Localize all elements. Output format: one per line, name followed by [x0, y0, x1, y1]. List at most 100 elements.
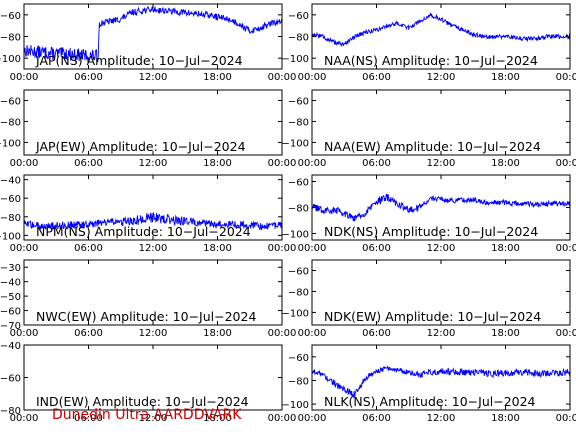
- y-tick-label: −80: [288, 287, 309, 298]
- x-tick-label: 12:00: [427, 158, 456, 169]
- x-tick-label: 12:00: [427, 243, 456, 254]
- x-tick-label: 12:00: [139, 413, 168, 424]
- y-tick-label: −80: [288, 204, 309, 215]
- x-tick-label: 00:00: [298, 72, 327, 83]
- y-tick-label: −80: [0, 33, 21, 44]
- y-tick-label: −60: [288, 266, 309, 277]
- x-tick-label: 12:00: [427, 413, 456, 424]
- x-tick-label: 06:00: [74, 328, 103, 339]
- y-tick-label: −100: [282, 308, 309, 319]
- y-tick-label: −30: [0, 263, 21, 274]
- x-tick-label: 18:00: [203, 158, 232, 169]
- x-tick-label: 00:00: [298, 243, 327, 254]
- y-tick-label: −100: [0, 54, 21, 65]
- x-tick-label: 06:00: [74, 243, 103, 254]
- panel-7: −100 −80 −60 00:00 06:00 12:00 18:00 00:00 NDK(E…: [282, 259, 576, 339]
- x-tick-label: 06:00: [74, 72, 103, 83]
- panel-2: −100 −80 −60 00:00 06:00 12:00 18:00 00:00 JAP(E…: [0, 89, 297, 169]
- y-tick-label: −80: [0, 406, 21, 417]
- panel-title: NWC(EW) Amplitude: 10−Jul−2024: [36, 309, 256, 324]
- y-tick-label: −60: [288, 353, 309, 364]
- x-tick-label: 12:00: [427, 328, 456, 339]
- panel-9: −100 −80 −60 00:00 06:00 12:00 18:00 00:00 NLK(N…: [282, 344, 576, 424]
- x-tick-label: 12:00: [139, 243, 168, 254]
- y-tick-label: −60: [0, 11, 21, 22]
- panel-title: NAA(NS) Amplitude: 10−Jul−2024: [324, 53, 538, 68]
- series-line: [23, 5, 283, 63]
- y-tick-label: −100: [0, 231, 21, 242]
- panel-5: −100 −80 −60 00:00 06:00 12:00 18:00 00:00 NDK(N…: [282, 174, 576, 254]
- x-tick-label: 00:00: [298, 158, 327, 169]
- series-line: [311, 365, 571, 400]
- panel-title: NDK(NS) Amplitude: 10−Jul−2024: [324, 224, 538, 239]
- panel-title: NAA(EW) Amplitude: 10−Jul−2024: [324, 139, 541, 154]
- y-tick-label: −60: [0, 194, 21, 205]
- y-tick-label: −80: [0, 213, 21, 224]
- panel-3: −100 −80 −60 00:00 06:00 12:00 18:00 00:00 NAA(E…: [282, 89, 576, 169]
- y-tick-label: −100: [282, 400, 309, 411]
- y-tick-label: −50: [0, 292, 21, 303]
- x-tick-label: 00:00: [268, 328, 297, 339]
- x-tick-label: 00:00: [298, 413, 327, 424]
- x-tick-label: 12:00: [139, 328, 168, 339]
- x-tick-label: 00:00: [268, 72, 297, 83]
- y-tick-label: −100: [282, 54, 309, 65]
- x-tick-label: 18:00: [203, 413, 232, 424]
- x-tick-label: 00:00: [556, 413, 576, 424]
- x-tick-label: 18:00: [203, 243, 232, 254]
- panel-title: JAP(NS) Amplitude: 10−Jul−2024: [35, 53, 243, 68]
- x-tick-label: 00:00: [556, 243, 576, 254]
- panel-title: NLK(NS) Amplitude: 10−Jul−2024: [324, 394, 536, 409]
- x-tick-label: 06:00: [362, 243, 391, 254]
- x-tick-label: 00:00: [10, 328, 39, 339]
- x-tick-label: 18:00: [491, 328, 520, 339]
- x-tick-label: 06:00: [74, 158, 103, 169]
- y-tick-label: −40: [0, 176, 21, 187]
- y-tick-label: −70: [0, 321, 21, 332]
- x-tick-label: 18:00: [491, 243, 520, 254]
- y-tick-label: −80: [0, 117, 21, 128]
- x-tick-label: 12:00: [139, 158, 168, 169]
- x-tick-label: 12:00: [427, 72, 456, 83]
- y-tick-label: −60: [0, 96, 21, 107]
- x-tick-label: 06:00: [362, 158, 391, 169]
- x-tick-label: 00:00: [10, 413, 39, 424]
- x-tick-label: 00:00: [268, 158, 297, 169]
- x-tick-label: 18:00: [203, 72, 232, 83]
- y-tick-label: −60: [288, 178, 309, 189]
- footer-caption: Dunedin Ultra AARDDVARK: [52, 407, 242, 423]
- y-tick-label: −80: [288, 117, 309, 128]
- x-tick-label: 06:00: [74, 413, 103, 424]
- panel-0: −100 −80 −60 00:00 06:00 12:00 18:00 00:00 JAP(N…: [0, 3, 297, 83]
- panel-1: −100 −80 −60 00:00 06:00 12:00 18:00 00:00 NAA(N…: [282, 3, 576, 83]
- x-tick-label: 00:00: [556, 72, 576, 83]
- panel-title: IND(EW) Amplitude: 10−Jul−2024: [36, 394, 249, 409]
- y-tick-label: −60: [288, 96, 309, 107]
- x-tick-label: 00:00: [268, 243, 297, 254]
- y-tick-label: −100: [282, 138, 309, 149]
- x-tick-label: 18:00: [491, 158, 520, 169]
- x-tick-label: 06:00: [362, 72, 391, 83]
- x-tick-label: 00:00: [268, 413, 297, 424]
- panel-title: NPM(NS) Amplitude: 10−Jul−2024: [36, 224, 251, 239]
- y-tick-label: −40: [0, 278, 21, 289]
- y-tick-label: −100: [282, 230, 309, 241]
- panel-title: NDK(EW) Amplitude: 10−Jul−2024: [324, 309, 541, 324]
- panel-8: −80 −60 −40 00:00 06:00 12:00 18:00 00:00 IND(EW…: [0, 341, 296, 424]
- x-tick-label: 18:00: [491, 413, 520, 424]
- x-tick-label: 00:00: [556, 328, 576, 339]
- x-tick-label: 18:00: [491, 72, 520, 83]
- y-tick-label: −80: [288, 33, 309, 44]
- y-tick-label: −60: [0, 374, 21, 385]
- panel-4: −100 −80 −60 −40 00:00 06:00 12:00 18:00 00:00 NP…: [0, 174, 297, 254]
- x-tick-label: 06:00: [362, 328, 391, 339]
- x-tick-label: 00:00: [10, 243, 39, 254]
- panel-6: −70 −60 −50 −40 −30 00:00 06:00 12:00 18:00 00:00…: [0, 259, 297, 339]
- panel-title: JAP(EW) Amplitude: 10−Jul−2024: [35, 139, 246, 154]
- x-tick-label: 18:00: [203, 328, 232, 339]
- x-tick-label: 00:00: [556, 158, 576, 169]
- y-tick-label: −60: [0, 307, 21, 318]
- y-tick-label: −60: [288, 11, 309, 22]
- x-tick-label: 00:00: [10, 158, 39, 169]
